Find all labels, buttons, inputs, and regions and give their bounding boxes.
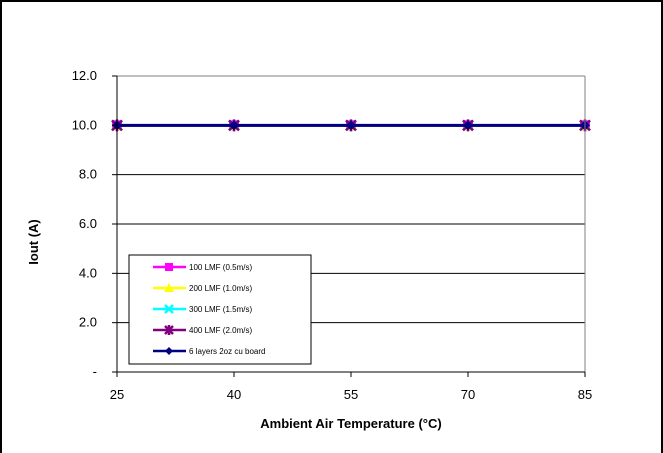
marker-diamond: [346, 120, 356, 131]
marker-diamond: [165, 347, 173, 355]
series-5: [112, 120, 590, 131]
legend-label: 100 LMF (0.5m/s): [189, 263, 252, 272]
x-tick-label: 55: [344, 387, 358, 402]
marker-triangle: [164, 283, 174, 292]
y-axis-label: Iout (A): [26, 219, 41, 264]
y-tick-label: 12.0: [72, 68, 97, 83]
axes: [112, 75, 586, 377]
legend-item: 400 LMF (2.0m/s): [153, 325, 252, 335]
marker-square: [165, 263, 173, 271]
y-tick-label: 10.0: [72, 117, 97, 132]
legend-item: 6 layers 2oz cu board: [153, 347, 266, 356]
series-lines: [111, 119, 591, 132]
legend-item: 300 LMF (1.5m/s): [153, 304, 252, 314]
legend-label: 400 LMF (2.0m/s): [189, 326, 252, 335]
tick-labels: - 2.0 4.0 6.0 8.0 10.0 12.0 25 40 55 70 85: [72, 68, 593, 402]
y-tick-label: 4.0: [79, 265, 97, 280]
y-tick-label: 6.0: [79, 216, 97, 231]
legend: 100 LMF (0.5m/s) 200 LMF (1.0m/s) 300 LMF …: [128, 254, 312, 365]
x-tick-label: 25: [110, 387, 124, 402]
legend-label: 300 LMF (1.5m/s): [189, 305, 252, 314]
x-axis-label: Ambient Air Temperature (°C): [260, 416, 441, 431]
x-tick-label: 85: [578, 387, 592, 402]
x-tick-label: 40: [227, 387, 241, 402]
y-tick-label: 8.0: [79, 167, 97, 182]
legend-label: 6 layers 2oz cu board: [189, 347, 266, 356]
marker-star: [164, 325, 174, 335]
legend-label: 200 LMF (1.0m/s): [189, 284, 252, 293]
marker-diamond: [463, 120, 473, 131]
legend-item: 200 LMF (1.0m/s): [153, 283, 252, 293]
y-tick-label: 2.0: [79, 315, 97, 330]
marker-diamond: [229, 120, 239, 131]
legend-item: 100 LMF (0.5m/s): [153, 263, 252, 272]
x-tick-label: 70: [461, 387, 475, 402]
y-tick-label: -: [93, 364, 97, 379]
marker-x: [164, 304, 174, 314]
